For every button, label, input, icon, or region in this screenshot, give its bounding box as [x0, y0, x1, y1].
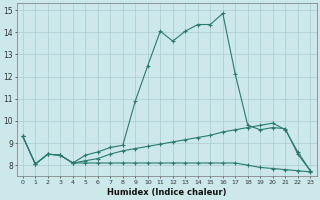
X-axis label: Humidex (Indice chaleur): Humidex (Indice chaleur)	[107, 188, 226, 197]
